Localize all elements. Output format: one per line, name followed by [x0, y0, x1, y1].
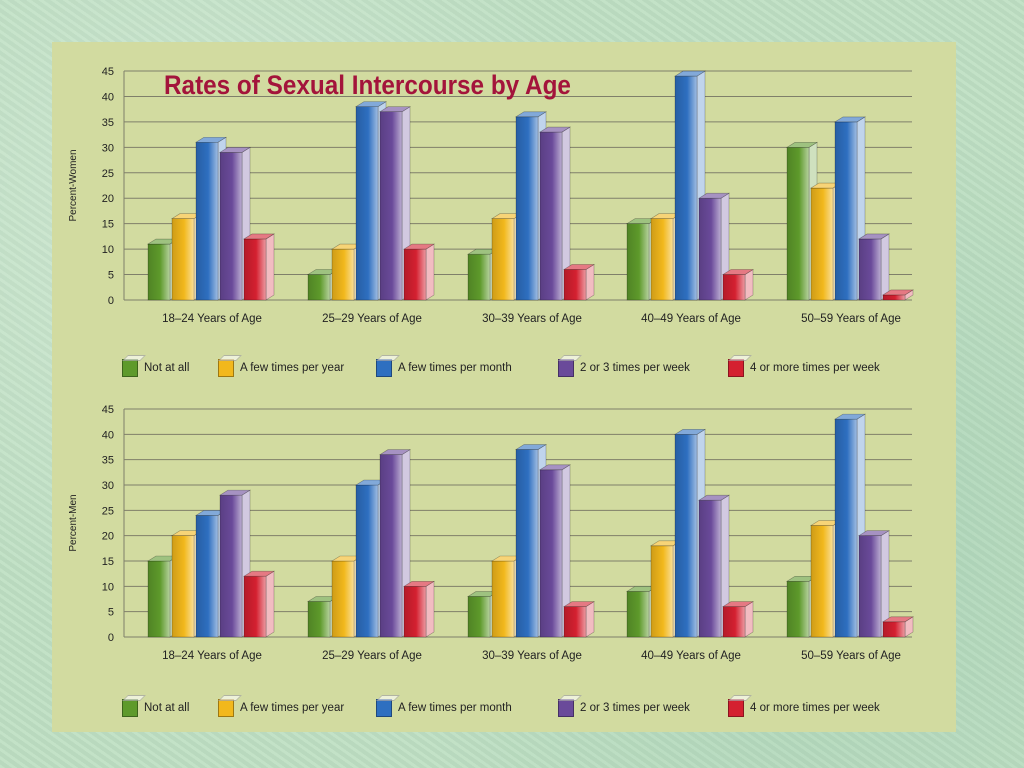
legend-swatch-few-per-year: [218, 359, 234, 377]
legend-swatch-not-at-all: [122, 699, 138, 717]
x-category-label: 50–59 Years of Age: [801, 313, 901, 325]
legend-swatch-few-per-year: [218, 699, 234, 717]
x-category-label: 25–29 Years of Age: [322, 313, 422, 325]
legend-label: 4 or more times per week: [750, 362, 880, 374]
y-tick-label: 25: [102, 505, 114, 517]
bar: [402, 580, 436, 638]
legend-label: 2 or 3 times per week: [580, 362, 690, 374]
bar: [697, 192, 731, 301]
legend-swatch-two-three-week: [558, 699, 574, 717]
legend-label: A few times per year: [240, 702, 345, 714]
legend-item-few-per-month: A few times per month: [376, 353, 512, 383]
bar: [721, 269, 755, 301]
bar: [697, 494, 731, 638]
y-tick-label: 30: [102, 142, 114, 154]
y-tick-label: 10: [102, 244, 114, 256]
y-tick-label: 40: [102, 91, 114, 103]
legend-item-four-plus-week: 4 or more times per week: [728, 693, 880, 723]
y-tick-label: 40: [102, 429, 114, 441]
legend-item-two-three-week: 2 or 3 times per week: [558, 353, 690, 383]
bar: [562, 263, 596, 301]
bar: [857, 233, 891, 301]
legend-women: Not at all A few times per year A few ti…: [122, 353, 922, 383]
x-category-label: 18–24 Years of Age: [162, 313, 262, 325]
x-category-label: 30–39 Years of Age: [482, 313, 582, 325]
y-tick-label: 0: [108, 295, 114, 307]
bar: [218, 146, 252, 301]
y-tick-label: 5: [108, 270, 114, 282]
bar: [562, 601, 596, 638]
bar: [721, 601, 755, 638]
bar: [242, 233, 276, 301]
legend-item-two-three-week: 2 or 3 times per week: [558, 693, 690, 723]
bar: [402, 243, 436, 301]
legend-label: Not at all: [144, 362, 190, 374]
legend-swatch-two-three-week: [558, 359, 574, 377]
legend-swatch-not-at-all: [122, 359, 138, 377]
x-category-label: 40–49 Years of Age: [641, 650, 741, 662]
bar: [881, 289, 915, 301]
x-category-label: 40–49 Years of Age: [641, 313, 741, 325]
chart-title: Rates of Sexual Intercourse by Age: [164, 70, 571, 100]
legend-label: 2 or 3 times per week: [580, 702, 690, 714]
y-tick-label: 35: [102, 117, 114, 129]
x-category-label: 50–59 Years of Age: [801, 650, 901, 662]
y-axis-label: Percent-Men: [68, 494, 79, 551]
y-tick-label: 20: [102, 193, 114, 205]
y-tick-label: 20: [102, 531, 114, 543]
y-tick-label: 15: [102, 219, 114, 231]
legend-item-not-at-all: Not at all: [122, 353, 189, 383]
bar: [673, 428, 707, 638]
legend-label: A few times per month: [398, 702, 512, 714]
bar: [242, 570, 276, 638]
y-tick-label: 35: [102, 455, 114, 467]
y-tick-label: 0: [108, 632, 114, 644]
legend-swatch-few-per-month: [376, 359, 392, 377]
y-axis-label: Percent-Women: [68, 149, 79, 221]
legend-swatch-four-plus-week: [728, 699, 744, 717]
legend-item-few-per-year: A few times per year: [218, 693, 344, 723]
legend-men: Not at all A few times per year A few ti…: [122, 693, 922, 723]
bar: [538, 464, 572, 638]
legend-label: Not at all: [144, 702, 190, 714]
legend-item-four-plus-week: 4 or more times per week: [728, 353, 880, 383]
y-tick-label: 45: [102, 66, 114, 78]
y-tick-label: 5: [108, 607, 114, 619]
legend-item-few-per-month: A few times per month: [376, 693, 512, 723]
legend-label: A few times per month: [398, 362, 512, 374]
y-tick-label: 15: [102, 556, 114, 568]
legend-item-few-per-year: A few times per year: [218, 353, 344, 383]
y-tick-label: 10: [102, 581, 114, 593]
legend-swatch-four-plus-week: [728, 359, 744, 377]
legend-label: A few times per year: [240, 362, 345, 374]
bar: [881, 616, 915, 638]
y-tick-label: 45: [102, 404, 114, 416]
legend-label: 4 or more times per week: [750, 702, 880, 714]
x-category-label: 30–39 Years of Age: [482, 650, 582, 662]
y-tick-label: 30: [102, 480, 114, 492]
x-category-label: 25–29 Years of Age: [322, 650, 422, 662]
legend-swatch-few-per-month: [376, 699, 392, 717]
legend-item-not-at-all: Not at all: [122, 693, 189, 723]
y-tick-label: 25: [102, 168, 114, 180]
x-category-label: 18–24 Years of Age: [162, 650, 262, 662]
